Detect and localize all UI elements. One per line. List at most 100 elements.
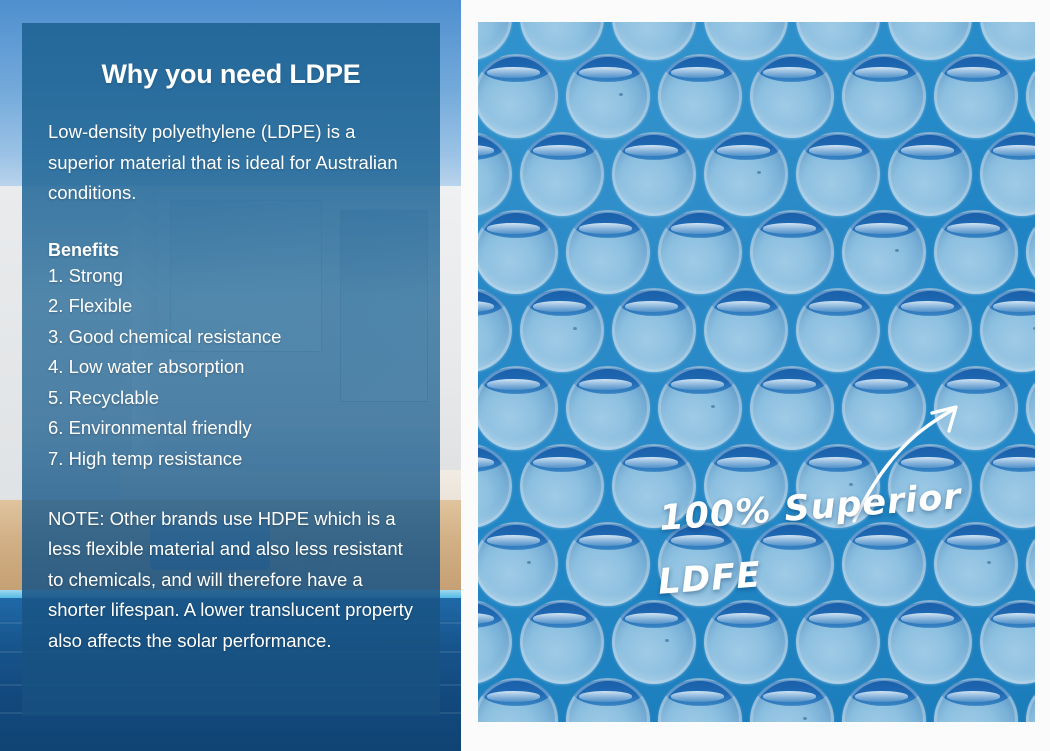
bubble-cell: [750, 678, 834, 722]
bubble-cell: [796, 132, 880, 216]
bubble-cell: [478, 366, 558, 450]
bubble-cell: [658, 522, 742, 606]
bubble-cover-photo: [478, 22, 1035, 722]
bubble-cell: [658, 54, 742, 138]
bubble-rim: [658, 366, 742, 450]
bubble-rim: [612, 132, 696, 216]
bubble-highlight: [947, 223, 1000, 234]
bubble-highlight: [855, 223, 908, 234]
bubble-cell: [750, 54, 834, 138]
curved-arrow-icon: [852, 405, 958, 523]
bubble-highlight: [763, 379, 816, 390]
bubble-crescent: [1032, 367, 1035, 394]
bubble-cell: [796, 444, 880, 528]
bubble-rim: [704, 288, 788, 372]
benefits-heading: Benefits: [48, 239, 120, 260]
bubble-rim: [478, 522, 558, 606]
bubble-cell: [842, 54, 926, 138]
bubble-rim: [704, 600, 788, 684]
bubble-cell: [478, 522, 558, 606]
bubble-rim: [704, 132, 788, 216]
benefits-list: 1. Strong 2. Flexible 3. Good chemical r…: [48, 261, 414, 475]
bubble-cell: [566, 210, 650, 294]
bubble-rim: [520, 444, 604, 528]
bubble-crescent: [1032, 679, 1035, 706]
bubble-highlight: [763, 223, 816, 234]
bubble-rim: [566, 522, 650, 606]
bubble-rim: [478, 210, 558, 294]
bubble-cell: [934, 210, 1018, 294]
bubble-cell: [520, 600, 604, 684]
bubble-cell: [704, 600, 788, 684]
bubble-cell: [1026, 210, 1035, 294]
list-item: 4. Low water absorption: [48, 356, 245, 378]
bubble-cell: [566, 522, 650, 606]
bubble-highlight: [579, 379, 632, 390]
intro-paragraph: Low-density polyethylene (LDPE) is a sup…: [48, 121, 398, 203]
bubble-highlight: [625, 145, 678, 156]
bubble-cell: [1026, 522, 1035, 606]
bubble-cell: [750, 210, 834, 294]
bubble-cell: [704, 132, 788, 216]
bubble-cell: [842, 366, 926, 450]
bubble-rim: [612, 288, 696, 372]
bubble-cell: [750, 366, 834, 450]
bubble-highlight: [478, 301, 494, 312]
right-panel: 100% Superior LDFE: [478, 22, 1035, 722]
bubble-highlight: [717, 145, 770, 156]
bubble-rim: [478, 54, 558, 138]
annotation-ldfe-text: LDFE: [656, 555, 763, 603]
bubble-highlight: [579, 223, 632, 234]
bubble-cell: [612, 444, 696, 528]
bubble-highlight: [671, 535, 724, 546]
ldpe-info-card: Why you need LDPE Low-density polyethyle…: [22, 23, 440, 716]
bubble-highlight: [671, 379, 724, 390]
bubble-highlight: [625, 457, 678, 468]
bubble-crescent: [1032, 55, 1035, 82]
bubble-rim: [888, 132, 972, 216]
bubble-highlight: [855, 67, 908, 78]
bubble-rim: [888, 600, 972, 684]
bubble-cell: [934, 54, 1018, 138]
bubble-rim: [934, 54, 1018, 138]
list-item: 7. High temp resistance: [48, 448, 243, 470]
list-item: 2. Flexible: [48, 295, 133, 317]
bubble-highlight: [478, 613, 494, 624]
bubble-rim: [796, 132, 880, 216]
bubble-highlight: [487, 535, 540, 546]
bubble-rim: [658, 210, 742, 294]
bubble-highlight: [947, 379, 1000, 390]
bubble-cell: [566, 678, 650, 722]
bubble-highlight: [901, 457, 954, 468]
bubble-highlight: [671, 691, 724, 702]
bubble-rim: [888, 288, 972, 372]
bubble-highlight: [855, 691, 908, 702]
bubble-highlight: [671, 67, 724, 78]
bubble-highlight: [478, 145, 494, 156]
note-paragraph: NOTE: Other brands use HDPE which is a l…: [48, 507, 414, 652]
bubble-cell: [658, 210, 742, 294]
bubble-highlight: [717, 613, 770, 624]
bubble-highlight: [947, 691, 1000, 702]
bubble-cell: [704, 288, 788, 372]
bubble-highlight: [901, 145, 954, 156]
bubble-cell: [520, 132, 604, 216]
bubble-highlight: [993, 145, 1035, 156]
bubble-highlight: [487, 223, 540, 234]
bubble-rim: [796, 600, 880, 684]
bubble-highlight: [533, 613, 586, 624]
bubble-highlight: [487, 67, 540, 78]
bubble-rim: [658, 54, 742, 138]
bubble-highlight: [901, 613, 954, 624]
bubble-rim: [750, 54, 834, 138]
bubble-cell: [612, 132, 696, 216]
bubble-highlight: [993, 301, 1035, 312]
bubble-cell: [566, 54, 650, 138]
bubble-highlight: [671, 223, 724, 234]
bubble-cell: [888, 444, 972, 528]
bubble-highlight: [947, 535, 1000, 546]
bubble-highlight: [717, 301, 770, 312]
bubble-cell: [478, 678, 558, 722]
bubble-cell: [612, 288, 696, 372]
bubble-rim: [842, 522, 926, 606]
